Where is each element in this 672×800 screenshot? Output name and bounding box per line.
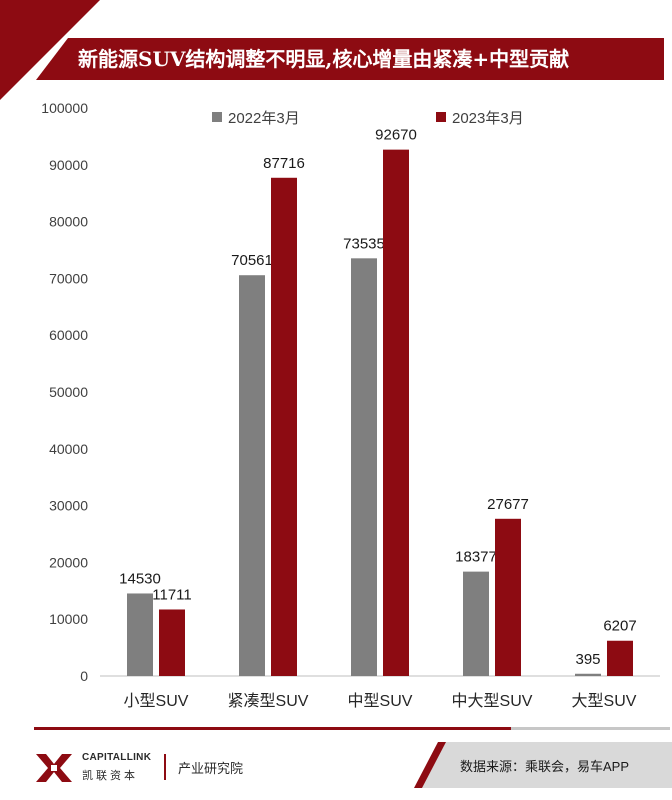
y-tick-label: 90000 [49, 157, 88, 173]
x-category-label: 小型SUV [124, 692, 189, 710]
bar-2023 [383, 149, 409, 676]
data-label: 14530 [119, 570, 161, 587]
bar-chart: 0 10000 20000 30000 40000 50000 60000 70000 8000… [41, 100, 660, 710]
y-tick-label: 10000 [49, 611, 88, 627]
x-category-label: 紧凑型SUV [228, 692, 309, 710]
department-label: 产业研究院 [178, 762, 244, 777]
bar-2023 [159, 609, 185, 676]
data-label: 87716 [263, 155, 305, 172]
x-category-label: 中大型SUV [452, 692, 533, 710]
legend-label: 2022年3月 [228, 110, 300, 127]
data-label: 27677 [487, 496, 529, 513]
bar-2022 [575, 673, 601, 676]
source-box [418, 742, 672, 788]
x-category-label: 大型SUV [572, 692, 637, 710]
y-tick-label: 70000 [49, 270, 88, 286]
logo-chinese: 凯联资本 [82, 769, 138, 782]
bar-2022 [239, 275, 265, 676]
footer-divider [34, 727, 670, 730]
data-label: 73535 [343, 235, 385, 252]
legend-swatch [436, 112, 446, 122]
capitallink-logo-icon [36, 754, 72, 782]
y-tick-label: 40000 [49, 441, 88, 457]
bar-2022 [463, 571, 489, 676]
chart-title: 新能源SUV结构调整不明显,核心增量由紧凑+中型贡献 [78, 47, 570, 71]
x-category-label: 中型SUV [348, 692, 413, 710]
logo-english: CAPITALLINK [82, 752, 152, 763]
y-tick-label: 0 [80, 668, 88, 684]
data-label: 92670 [375, 127, 417, 144]
data-label: 11711 [152, 586, 192, 603]
title-banner: 新能源SUV结构调整不明显,核心增量由紧凑+中型贡献 [36, 38, 664, 80]
y-tick-label: 100000 [41, 100, 88, 116]
legend-swatch [212, 112, 222, 122]
bar-2022 [127, 593, 153, 676]
y-tick-label: 80000 [49, 214, 88, 230]
data-label: 6207 [603, 618, 636, 635]
data-label: 18377 [455, 549, 497, 566]
bar-2023 [271, 177, 297, 676]
bar-2023 [495, 518, 521, 676]
data-label: 70561 [231, 252, 273, 269]
y-tick-label: 60000 [49, 327, 88, 343]
legend-label: 2023年3月 [452, 110, 524, 127]
y-tick-label: 20000 [49, 554, 88, 570]
data-source: 数据来源：乘联会，易车APP [460, 759, 630, 774]
bar-2022 [351, 258, 377, 676]
bar-2023 [607, 640, 633, 676]
footer-separator [164, 754, 166, 780]
data-label: 395 [575, 651, 600, 668]
y-tick-label: 30000 [49, 498, 88, 514]
y-tick-label: 50000 [49, 384, 88, 400]
